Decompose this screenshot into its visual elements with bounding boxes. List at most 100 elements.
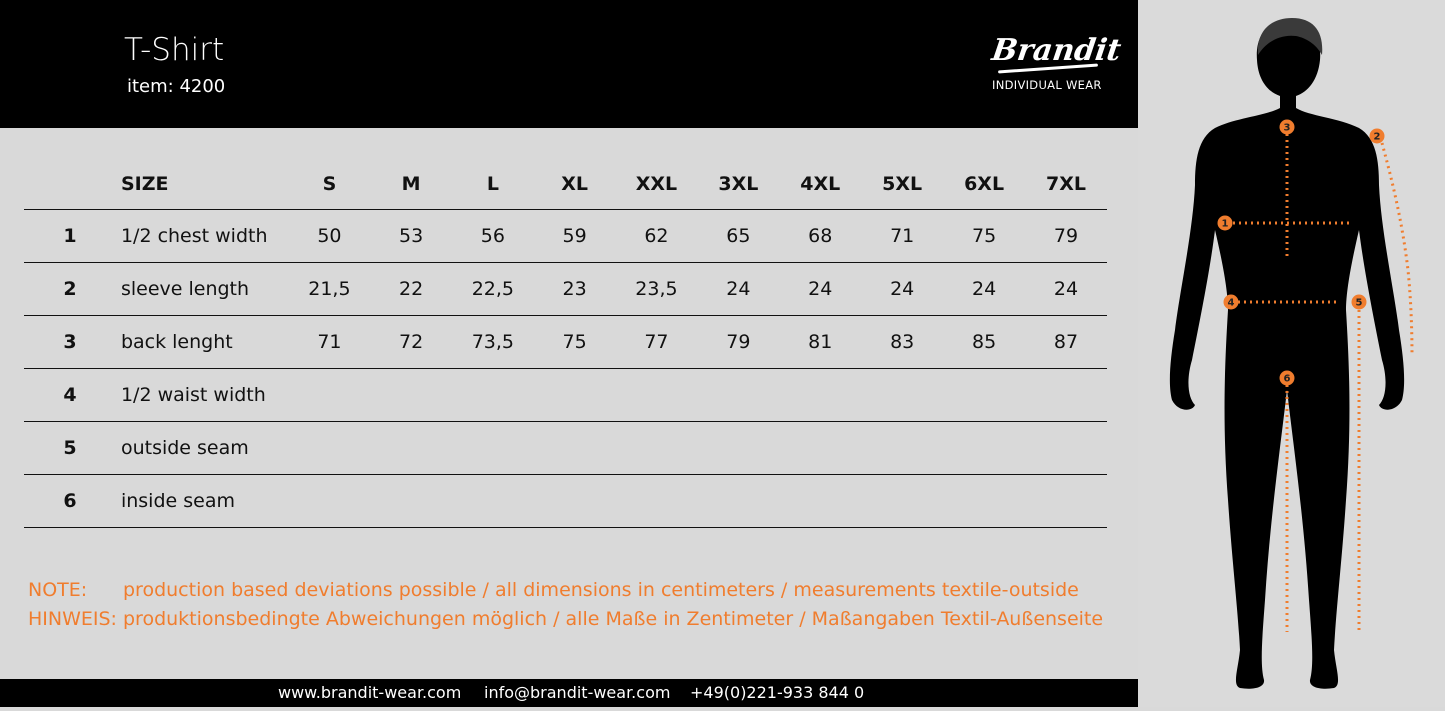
header: T-Shirt item: 4200 Brandit INDIVIDUAL WE…: [0, 0, 1138, 128]
measurement-value: 23,5: [615, 262, 698, 316]
measurement-value: [451, 421, 534, 475]
size-col: XXL: [615, 158, 698, 210]
size-header: SIZE: [115, 158, 289, 210]
logo-script: Brandit: [989, 33, 1124, 68]
page-title: T-Shirt: [124, 32, 225, 68]
row-number: 6: [24, 474, 116, 528]
measurement-marker: [1217, 215, 1233, 231]
row-number: 4: [24, 368, 116, 422]
measurement-value: 68: [779, 209, 862, 263]
note-key: NOTE:: [28, 579, 88, 601]
measurement-value: 22: [370, 262, 452, 316]
size-col: XL: [533, 158, 616, 210]
measurement-label: outside seam: [115, 421, 289, 475]
measurement-value: 71: [861, 209, 944, 263]
website-link[interactable]: www.brandit-wear.com: [278, 683, 462, 702]
measurement-value: [615, 474, 698, 528]
row-number: 5: [24, 421, 116, 475]
measurement-value: 79: [1025, 209, 1107, 263]
item-number: item: 4200: [127, 76, 226, 97]
measurement-value: [451, 368, 534, 422]
size-col: 6XL: [943, 158, 1026, 210]
measurement-value: [779, 368, 862, 422]
row-number: 2: [24, 262, 116, 316]
measurement-value: 81: [779, 315, 862, 369]
measurement-value: [370, 474, 452, 528]
measurement-label: 1/2 waist width: [115, 368, 289, 422]
measurement-value: [697, 421, 780, 475]
measurement-label: back lenght: [115, 315, 289, 369]
table-row: 4 1/2 waist width: [24, 368, 1107, 422]
measurement-value: 75: [533, 315, 616, 369]
measurement-value: 59: [533, 209, 616, 263]
table-row: 2 sleeve length 21,5 22 22,5 23 23,5 24 24 24 24 24: [24, 262, 1107, 316]
measurement-marker-label: 2: [1374, 132, 1381, 143]
measurement-value: 22,5: [451, 262, 534, 316]
measurement-value: [370, 421, 452, 475]
measurement-marker: [1369, 128, 1385, 144]
measurement-label: 1/2 chest width: [115, 209, 289, 263]
measurement-marker: [1223, 294, 1239, 310]
row-number: 3: [24, 315, 116, 369]
measurement-value: 65: [697, 209, 780, 263]
measurement-value: 50: [288, 209, 371, 263]
measurement-value: [861, 368, 944, 422]
measurement-value: 24: [779, 262, 862, 316]
measurement-value: [861, 421, 944, 475]
measurement-marker: [1351, 294, 1367, 310]
measurement-value: 62: [615, 209, 698, 263]
measurement-value: 23: [533, 262, 616, 316]
measurement-value: [697, 368, 780, 422]
measurement-value: [943, 368, 1026, 422]
size-col: M: [370, 158, 452, 210]
size-col: 5XL: [861, 158, 944, 210]
brand-logo: Brandit INDIVIDUAL WEAR: [989, 33, 1124, 92]
size-col: 3XL: [697, 158, 780, 210]
measurement-marker-label: 1: [1222, 219, 1229, 230]
measurement-value: 77: [615, 315, 698, 369]
measurement-value: [1025, 368, 1107, 422]
measurement-value: [943, 421, 1026, 475]
measurement-value: 75: [943, 209, 1026, 263]
measurement-label: inside seam: [115, 474, 289, 528]
measurement-value: [451, 474, 534, 528]
measurement-value: [1025, 474, 1107, 528]
logo-tagline: INDIVIDUAL WEAR: [992, 78, 1102, 92]
email-link[interactable]: info@brandit-wear.com: [484, 683, 671, 702]
measurement-value: 24: [861, 262, 944, 316]
measurement-value: 56: [451, 209, 534, 263]
measurement-marker: [1279, 370, 1295, 386]
footer: www.brandit-wear.com info@brandit-wear.c…: [0, 679, 1138, 707]
measurement-value: [615, 368, 698, 422]
measurement-marker-label: 5: [1356, 298, 1363, 309]
measurement-value: [779, 421, 862, 475]
table-row: 1 1/2 chest width 50 53 56 59 62 65 68 71 75 79: [24, 209, 1107, 263]
measurement-value: [533, 368, 616, 422]
measurement-value: 24: [697, 262, 780, 316]
measurement-value: [943, 474, 1026, 528]
table-header-row: SIZE S M L XL XXL 3XL 4XL 5XL 6XL 7XL: [24, 158, 1107, 210]
size-col: L: [451, 158, 534, 210]
size-col: 7XL: [1025, 158, 1107, 210]
table-row: 5 outside seam: [24, 421, 1107, 475]
note-text: produktionsbedingte Abweichungen möglich…: [123, 608, 1104, 630]
measurement-label: sleeve length: [115, 262, 289, 316]
body-silhouette: 1 2 3 4 5 6: [1169, 18, 1414, 689]
measurement-value: 24: [1025, 262, 1107, 316]
table-row: 6 inside seam: [24, 474, 1107, 528]
phone-number: +49(0)221-933 844 0: [690, 683, 865, 702]
note-key: HINWEIS:: [28, 608, 117, 630]
measurement-lines: [1233, 134, 1414, 632]
note-de: HINWEIS: produktionsbedingte Abweichungen…: [28, 608, 1103, 630]
measurement-value: 72: [370, 315, 452, 369]
note-text: production based deviations possible / a…: [123, 579, 1079, 601]
measurement-marker-label: 4: [1228, 298, 1235, 309]
measurement-value: 87: [1025, 315, 1107, 369]
measurement-value: 21,5: [288, 262, 371, 316]
measurement-value: 85: [943, 315, 1026, 369]
measurement-marker: [1279, 119, 1295, 135]
measurement-value: [288, 474, 371, 528]
measurement-value: 53: [370, 209, 452, 263]
measurement-value: [697, 474, 780, 528]
body-measurement-figure: 1 2 3 4 5 6: [1138, 0, 1445, 707]
